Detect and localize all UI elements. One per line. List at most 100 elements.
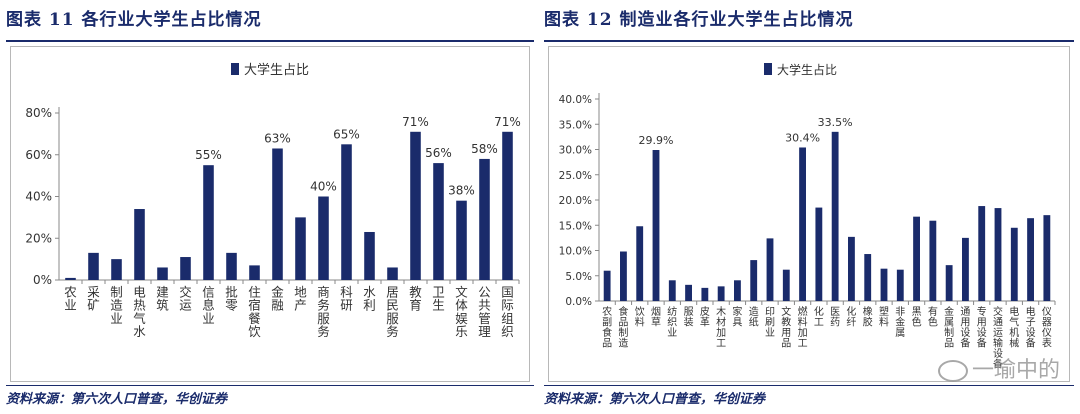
left-bar bbox=[433, 163, 444, 280]
right-category-label: 农副食品 bbox=[602, 305, 612, 350]
left-ytick-label: 60% bbox=[25, 148, 52, 162]
right-bar bbox=[782, 269, 790, 301]
left-category-label: 地产 bbox=[294, 285, 307, 313]
left-bar bbox=[203, 165, 214, 280]
right-bar bbox=[929, 220, 937, 301]
wechat-icon bbox=[937, 360, 968, 382]
left-data-label: 56% bbox=[425, 146, 452, 160]
left-legend-label: 大学生占比 bbox=[244, 62, 309, 78]
left-data-label: 38% bbox=[448, 184, 475, 198]
right-bar bbox=[603, 270, 611, 301]
right-category-label: 黑色 bbox=[912, 306, 922, 329]
right-category-label: 化工 bbox=[814, 305, 824, 329]
right-ytick-label: 30.0% bbox=[559, 145, 592, 157]
right-category-label: 食品制造 bbox=[618, 305, 628, 350]
right-data-label: 30.4% bbox=[785, 131, 820, 144]
left-bar bbox=[272, 148, 283, 280]
right-bar bbox=[1027, 218, 1034, 301]
left-bar bbox=[502, 131, 513, 280]
right-legend-label: 大学生占比 bbox=[777, 62, 837, 77]
right-data-label: 33.5% bbox=[818, 116, 853, 129]
right-category-label: 文教用品 bbox=[781, 305, 791, 350]
right-ytick-label: 20.0% bbox=[559, 195, 592, 207]
left-bar bbox=[65, 277, 76, 280]
right-category-label: 造纸 bbox=[749, 305, 759, 329]
right-bar bbox=[734, 280, 741, 301]
right-ytick-label: 35.0% bbox=[559, 119, 592, 131]
left-bar bbox=[341, 144, 352, 280]
right-bar bbox=[799, 147, 806, 301]
right-bar bbox=[685, 284, 692, 301]
right-chart-frame: 大学生占比 0.0% 5.0% 10.0% 15.0% 20.0% 25.0% 30.0% 35… bbox=[548, 46, 1070, 382]
left-category-label: 水利 bbox=[363, 285, 376, 313]
left-category-label: 居民服务 bbox=[386, 285, 399, 339]
right-bar bbox=[913, 216, 920, 301]
right-bar bbox=[815, 207, 823, 301]
left-bar bbox=[180, 257, 191, 280]
left-bar bbox=[456, 200, 467, 280]
right-category-label: 非金属 bbox=[895, 306, 905, 339]
right-category-label: 金属制品 bbox=[944, 305, 954, 350]
left-category-label: 制造业 bbox=[110, 285, 123, 326]
right-bar bbox=[994, 208, 1002, 301]
right-title-rule bbox=[544, 40, 1074, 42]
right-category-label: 燃料加工 bbox=[798, 305, 808, 350]
right-category-label: 塑料 bbox=[879, 306, 889, 329]
left-bar bbox=[134, 209, 145, 280]
left-bar bbox=[387, 267, 398, 280]
left-ytick-label: 40% bbox=[25, 190, 52, 204]
left-bar bbox=[249, 265, 260, 280]
right-category-label: 有色 bbox=[928, 305, 938, 329]
left-category-label: 科研 bbox=[340, 285, 353, 313]
right-bar-chart: 大学生占比 0.0% 5.0% 10.0% 15.0% 20.0% 25.0% 30.0% 35… bbox=[559, 62, 1056, 371]
right-category-label: 交通运输设备 bbox=[993, 305, 1003, 371]
left-category-label: 商务服务 bbox=[317, 285, 330, 339]
right-ytick-label: 10.0% bbox=[559, 246, 592, 258]
right-source-rule bbox=[544, 385, 1074, 386]
right-bar bbox=[978, 206, 986, 301]
left-data-label: 63% bbox=[264, 131, 291, 145]
left-category-label: 教育 bbox=[409, 285, 422, 313]
left-bar bbox=[364, 231, 375, 280]
right-legend-swatch bbox=[764, 63, 772, 75]
right-category-label: 医药 bbox=[830, 306, 840, 329]
left-bar bbox=[318, 196, 329, 280]
right-ytick-label: 5.0% bbox=[565, 271, 592, 283]
right-category-label: 通用设备 bbox=[960, 306, 970, 350]
left-category-label: 文体娱乐 bbox=[455, 285, 468, 339]
left-bar bbox=[157, 267, 168, 280]
left-ytick-label: 80% bbox=[25, 106, 52, 120]
right-data-label: 29.9% bbox=[639, 134, 674, 147]
right-ytick-label: 15.0% bbox=[559, 220, 592, 232]
right-category-label: 专用设备 bbox=[977, 305, 987, 350]
left-category-label: 批零 bbox=[225, 285, 238, 313]
right-panel: 图表 12 制造业各行业大学生占比情况 大学生占比 0.0% 5.0% 10.0% 15… bbox=[544, 0, 1074, 414]
right-bar bbox=[864, 254, 872, 301]
watermark-text: 一瑜中的 bbox=[971, 358, 1060, 383]
left-category-label: 采矿 bbox=[87, 285, 100, 313]
right-category-label: 家具 bbox=[732, 305, 742, 329]
left-bar bbox=[111, 259, 122, 280]
right-ytick-label: 40.0% bbox=[559, 94, 592, 106]
left-title-rule bbox=[6, 40, 534, 42]
right-category-label: 化纤 bbox=[846, 305, 856, 329]
left-category-label: 信息业 bbox=[202, 285, 215, 326]
left-data-label: 71% bbox=[402, 115, 429, 129]
right-bar bbox=[717, 286, 725, 301]
left-category-label: 住宿餐饮 bbox=[248, 285, 261, 339]
left-legend-swatch bbox=[231, 63, 239, 75]
right-bar bbox=[620, 251, 627, 301]
left-category-label: 卫生 bbox=[432, 285, 445, 313]
left-category-label: 交运 bbox=[179, 285, 192, 313]
left-category-label: 国际组织 bbox=[501, 285, 514, 339]
left-panel: 图表 11 各行业大学生占比情况 大学生占比 0% 20% 40% 60% 80% 农业 采矿… bbox=[6, 0, 534, 414]
right-ytick-label: 25.0% bbox=[559, 170, 592, 182]
right-ytick-label: 0.0% bbox=[565, 296, 592, 308]
left-data-label: 40% bbox=[310, 180, 337, 194]
right-source: 资料来源：第六次人口普查，华创证券 bbox=[544, 392, 766, 407]
right-category-label: 橡胶 bbox=[863, 305, 873, 329]
right-category-label: 仪器仪表 bbox=[1042, 306, 1052, 350]
left-source: 资料来源：第六次人口普查，华创证券 bbox=[6, 392, 228, 407]
left-category-label: 农业 bbox=[64, 285, 77, 313]
right-bar bbox=[652, 150, 660, 301]
